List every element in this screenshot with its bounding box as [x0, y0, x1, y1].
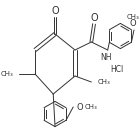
Text: O: O: [130, 20, 136, 28]
Text: O: O: [90, 13, 98, 23]
Text: O: O: [51, 6, 59, 16]
Text: CH₃: CH₃: [1, 71, 13, 77]
Text: NH: NH: [100, 53, 112, 61]
Text: CH₃: CH₃: [85, 104, 98, 110]
Text: CH₃: CH₃: [98, 79, 110, 85]
Text: CH₃: CH₃: [127, 14, 139, 20]
Text: O: O: [76, 103, 83, 111]
Text: HCl: HCl: [110, 65, 123, 74]
